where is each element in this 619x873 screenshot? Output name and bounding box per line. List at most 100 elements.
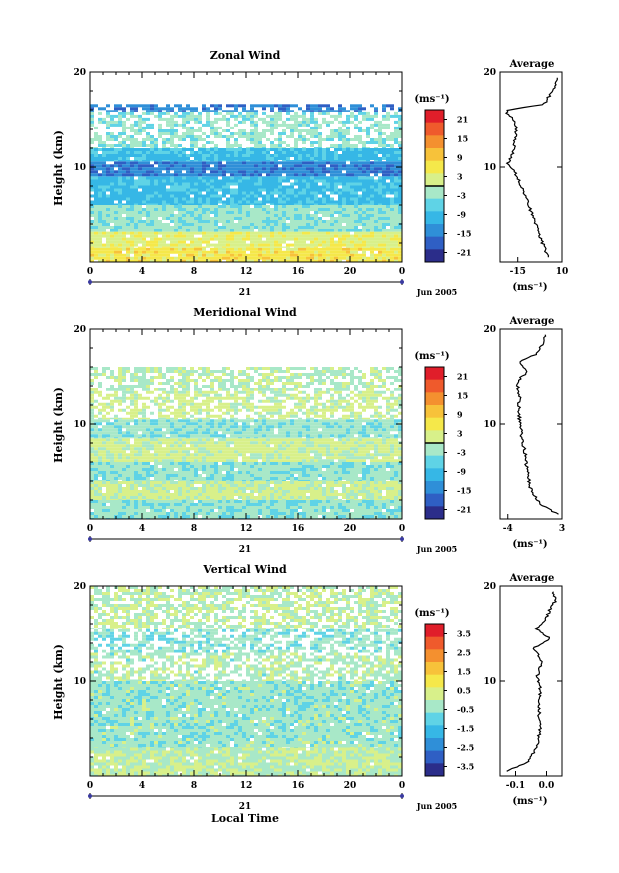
heatmap-cell [110,499,114,500]
heatmap-cell [350,503,354,506]
heatmap-cell [342,506,346,509]
heatmap-cell [370,141,374,144]
heatmap-cell [326,237,330,241]
heatmap-cell [114,123,118,127]
heatmap-cell [90,506,94,509]
heatmap-cell [246,164,250,168]
heatmap-cell [118,481,122,484]
heatmap-cell [246,161,250,165]
heatmap-cell [346,141,350,144]
heatmap-cell [174,154,178,157]
heatmap-cell [218,111,222,115]
heatmap-cell [266,160,270,162]
heatmap-cell [138,503,142,506]
heatmap-cell [110,247,114,251]
heatmap-cell [162,200,166,204]
heatmap-cell [206,500,210,503]
heatmap-cell [210,243,214,247]
heatmap-cell [218,243,222,247]
heatmap-cell [294,487,298,490]
heatmap-cell [154,170,158,174]
heatmap-cell [298,114,302,118]
heatmap-cell [90,247,94,251]
heatmap-cell [346,234,350,238]
heatmap-cell [326,490,330,493]
heatmap-cell [298,208,302,211]
heatmap-cell [298,129,302,132]
heatmap-cell [90,214,94,217]
heatmap-cell [310,259,314,262]
heatmap-cell [130,141,134,144]
heatmap-cell [302,240,306,244]
heatmap-cell [102,182,106,186]
heatmap-cell [254,191,258,195]
heatmap-cell [350,243,354,247]
heatmap-cell [282,253,286,257]
heatmap-cell [106,138,110,141]
heatmap-cell [162,154,166,157]
heatmap-cell [210,147,214,148]
heatmap-cell [234,110,238,112]
heatmap-cell [230,188,234,192]
heatmap-cell [354,151,358,154]
heatmap-cell [306,200,310,204]
heatmap-cell [158,154,162,157]
heatmap-cell [150,211,154,214]
heatmap-cell [174,170,178,174]
heatmap-cell [90,157,94,160]
heatmap-cell [226,515,230,518]
heatmap-cell [226,154,230,157]
heatmap-cell [194,509,198,512]
heatmap-cell [298,176,302,180]
heatmap-cell [142,176,146,180]
heatmap-cell [194,246,198,248]
heatmap-cell [158,111,162,115]
heatmap-cell [106,484,110,487]
heatmap-cell [366,114,370,118]
heatmap-cell [214,496,218,499]
heatmap-cell [174,506,178,509]
heatmap-cell [106,167,110,171]
heatmap-cell [310,164,314,168]
heatmap-cell [310,481,314,484]
heatmap-cell [314,107,318,111]
heatmap-cell [374,157,378,160]
heatmap-cell [246,160,250,162]
heatmap-cell [306,506,310,509]
heatmap-cell [334,220,338,223]
heatmap-cell [278,173,282,177]
heatmap-cell [306,194,310,198]
heatmap-cell [282,499,286,500]
heatmap-cell [302,253,306,257]
heatmap-cell [206,135,210,138]
heatmap-cell [154,107,158,111]
heatmap-cell [394,126,398,129]
heatmap-cell [346,182,350,186]
heatmap-cell [142,197,146,201]
heatmap-cell [250,247,254,251]
heatmap-cell [326,203,330,205]
heatmap-cell [394,188,398,192]
heatmap-cell [294,259,298,262]
heatmap-cell [170,208,174,211]
heatmap-cell [214,111,218,115]
heatmap-cell [106,154,110,157]
heatmap-cell [290,191,294,195]
heatmap-cell [302,234,306,238]
heatmap-cell [218,500,222,503]
heatmap-cell [266,259,270,262]
heatmap-cell [138,499,142,500]
heatmap-cell [306,250,310,254]
heatmap-cell [226,176,230,180]
heatmap-cell [234,253,238,257]
heatmap-cell [374,107,378,111]
heatmap-cell [106,173,110,177]
heatmap-cell [98,512,102,515]
heatmap-cell [366,240,370,244]
heatmap-cell [310,188,314,192]
heatmap-cell [118,185,122,189]
heatmap-cell [102,144,106,147]
heatmap-cell [166,234,170,238]
heatmap-cell [258,240,262,244]
heatmap-cell [186,185,190,189]
